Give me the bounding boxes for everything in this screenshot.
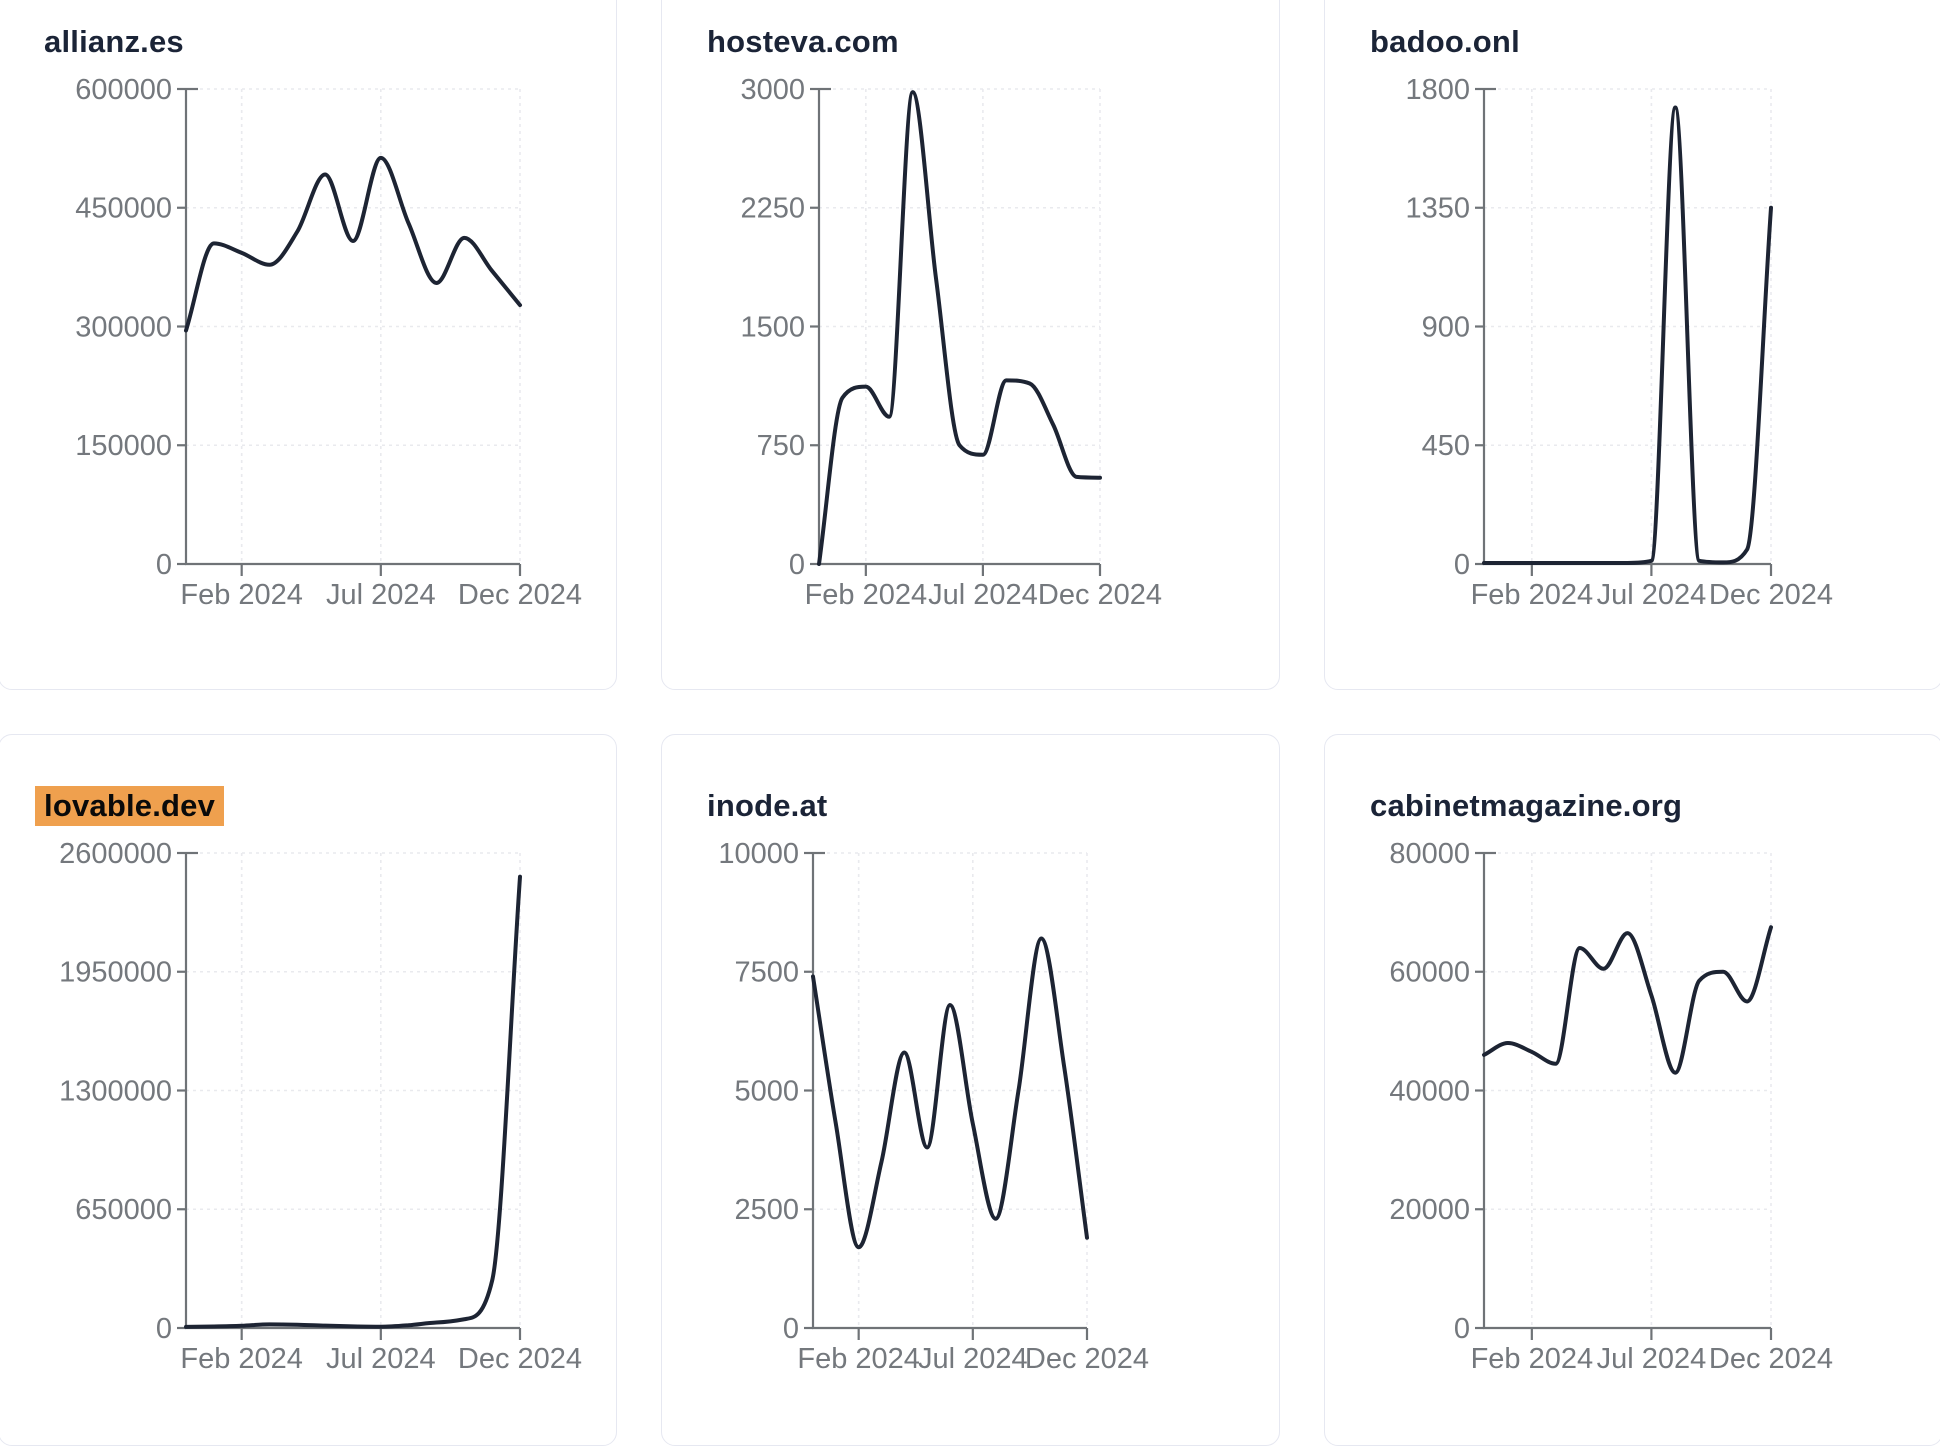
y-tick-label: 0 bbox=[783, 1313, 799, 1345]
y-tick-label: 5000 bbox=[734, 1075, 799, 1107]
chart-title: inode.at bbox=[707, 789, 1279, 823]
y-tick-label: 80000 bbox=[1389, 838, 1470, 870]
x-tick-label: Jul 2024 bbox=[326, 1343, 436, 1375]
x-tick-label: Dec 2024 bbox=[1709, 579, 1833, 611]
y-tick-label: 450000 bbox=[75, 193, 172, 225]
y-tick-label: 2250 bbox=[740, 193, 805, 225]
chart-svg: 0 20000 40000 60000 80000 Feb 2024 Jul 2024 Dec… bbox=[1389, 838, 1833, 1375]
x-tick-label: Dec 2024 bbox=[458, 579, 582, 611]
y-tick-label: 0 bbox=[789, 549, 805, 581]
y-tick-label: 60000 bbox=[1389, 957, 1470, 989]
y-tick-label: 1300000 bbox=[59, 1075, 172, 1107]
y-tick-label: 450 bbox=[1422, 430, 1470, 462]
grid bbox=[186, 852, 521, 1328]
series-line bbox=[811, 936, 1089, 1250]
line-chart: 0 20000 40000 60000 80000 Feb 2024 Jul 2024 Dec… bbox=[1370, 828, 1940, 1406]
x-tick-label: Dec 2024 bbox=[1038, 579, 1162, 611]
y-tick-label: 0 bbox=[1454, 1313, 1470, 1345]
grid bbox=[813, 852, 1088, 1328]
y-tick-label: 1800 bbox=[1405, 74, 1470, 106]
x-tick-label: Jul 2024 bbox=[326, 579, 436, 611]
x-tick-label: Dec 2024 bbox=[1025, 1343, 1149, 1375]
chart-card: hosteva.com 0 750 1500 2250 3000 Feb 2024 Jul … bbox=[661, 0, 1280, 690]
y-tick-label: 1500 bbox=[740, 311, 805, 343]
line-chart: 0 150000 300000 450000 600000 Feb 2024 Jul 202… bbox=[44, 64, 616, 642]
y-tick-label: 3000 bbox=[740, 74, 805, 106]
chart-title-text: allianz.es bbox=[44, 24, 184, 59]
chart-title: lovable.dev bbox=[35, 786, 616, 826]
series-line bbox=[1482, 105, 1773, 565]
x-tick-label: Feb 2024 bbox=[180, 579, 303, 611]
x-tick-label: Feb 2024 bbox=[797, 1343, 920, 1375]
chart-title: hosteva.com bbox=[707, 25, 1279, 59]
chart-title: allianz.es bbox=[44, 25, 616, 59]
x-tick-label: Feb 2024 bbox=[1471, 579, 1594, 611]
chart-card: allianz.es 0 150000 300000 450000 600000 Feb … bbox=[0, 0, 617, 690]
y-tick-label: 2500 bbox=[734, 1194, 799, 1226]
chart-title-text: badoo.onl bbox=[1370, 24, 1520, 59]
chart-title-text: cabinetmagazine.org bbox=[1370, 788, 1683, 823]
line-chart: 0 650000 1300000 1950000 2600000 Feb 2024 Jul … bbox=[44, 828, 616, 1406]
axes: 0 650000 1300000 1950000 2600000 Feb 2024 Jul … bbox=[59, 838, 582, 1375]
y-tick-label: 300000 bbox=[75, 311, 172, 343]
chart-title-text: lovable.dev bbox=[35, 786, 225, 826]
grid bbox=[1484, 852, 1772, 1328]
grid bbox=[819, 88, 1101, 564]
grid bbox=[186, 88, 521, 564]
grid bbox=[1484, 88, 1772, 564]
y-tick-label: 150000 bbox=[75, 430, 172, 462]
y-tick-label: 900 bbox=[1422, 311, 1470, 343]
x-tick-label: Jul 2024 bbox=[928, 579, 1038, 611]
chart-title: cabinetmagazine.org bbox=[1370, 789, 1940, 823]
x-tick-label: Feb 2024 bbox=[1471, 1343, 1594, 1375]
x-tick-label: Dec 2024 bbox=[1709, 1343, 1833, 1375]
chart-card: cabinetmagazine.org 0 20000 40000 60000 8000… bbox=[1324, 734, 1940, 1446]
chart-card: inode.at 0 2500 5000 7500 10000 Feb 2024 Jul 2… bbox=[661, 734, 1280, 1446]
y-tick-label: 20000 bbox=[1389, 1194, 1470, 1226]
series-line bbox=[817, 90, 1102, 566]
y-tick-label: 0 bbox=[156, 1313, 172, 1345]
y-tick-label: 2600000 bbox=[59, 838, 172, 870]
x-tick-label: Jul 2024 bbox=[918, 1343, 1028, 1375]
line-chart: 0 750 1500 2250 3000 Feb 2024 Jul 2024 Dec 2024 bbox=[707, 64, 1279, 642]
series-line bbox=[184, 155, 522, 333]
series-line bbox=[184, 874, 522, 1329]
chart-svg: 0 450 900 1350 1800 Feb 2024 Jul 2024 Dec 2024 bbox=[1405, 74, 1833, 611]
y-tick-label: 1950000 bbox=[59, 957, 172, 989]
axes: 0 750 1500 2250 3000 Feb 2024 Jul 2024 Dec 2024 bbox=[740, 74, 1162, 611]
chart-title-text: hosteva.com bbox=[707, 24, 899, 59]
y-tick-label: 7500 bbox=[734, 957, 799, 989]
line-chart: 0 450 900 1350 1800 Feb 2024 Jul 2024 Dec 2024 bbox=[1370, 64, 1940, 642]
chart-title-text: inode.at bbox=[707, 788, 828, 823]
x-tick-label: Feb 2024 bbox=[805, 579, 928, 611]
axes: 0 20000 40000 60000 80000 Feb 2024 Jul 2024 Dec… bbox=[1389, 838, 1833, 1375]
chart-title: badoo.onl bbox=[1370, 25, 1940, 59]
y-tick-label: 750 bbox=[757, 430, 805, 462]
line-chart: 0 2500 5000 7500 10000 Feb 2024 Jul 2024 Dec 20… bbox=[707, 828, 1279, 1406]
x-tick-label: Jul 2024 bbox=[1597, 1343, 1707, 1375]
y-tick-label: 600000 bbox=[75, 74, 172, 106]
chart-svg: 0 150000 300000 450000 600000 Feb 2024 Jul 202… bbox=[75, 74, 582, 611]
axes: 0 450 900 1350 1800 Feb 2024 Jul 2024 Dec 2024 bbox=[1405, 74, 1833, 611]
y-tick-label: 1350 bbox=[1405, 193, 1470, 225]
y-tick-label: 0 bbox=[156, 549, 172, 581]
y-tick-label: 0 bbox=[1454, 549, 1470, 581]
series-line bbox=[1482, 925, 1773, 1075]
x-tick-label: Dec 2024 bbox=[458, 1343, 582, 1375]
y-tick-label: 650000 bbox=[75, 1194, 172, 1226]
y-tick-label: 10000 bbox=[718, 838, 799, 870]
x-tick-label: Feb 2024 bbox=[180, 1343, 303, 1375]
chart-card: badoo.onl 0 450 900 1350 1800 Feb 2024 Jul 202… bbox=[1324, 0, 1940, 690]
chart-svg: 0 650000 1300000 1950000 2600000 Feb 2024 Jul … bbox=[59, 838, 582, 1375]
chart-svg: 0 750 1500 2250 3000 Feb 2024 Jul 2024 Dec 2024 bbox=[740, 74, 1162, 611]
x-tick-label: Jul 2024 bbox=[1597, 579, 1707, 611]
chart-card: lovable.dev 0 650000 1300000 1950000 2600000… bbox=[0, 734, 617, 1446]
axes: 0 150000 300000 450000 600000 Feb 2024 Jul 202… bbox=[75, 74, 582, 611]
y-tick-label: 40000 bbox=[1389, 1075, 1470, 1107]
